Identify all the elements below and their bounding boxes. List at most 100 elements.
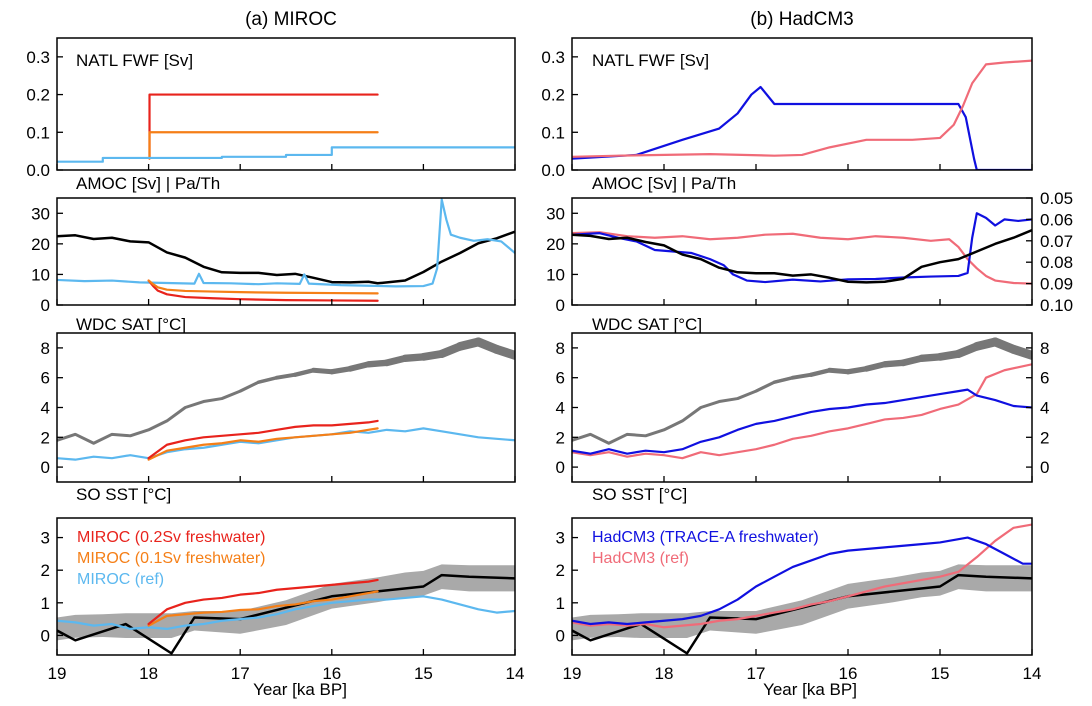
plot-area-b-amoc [572,212,1032,285]
panel-frame [56,37,516,171]
series-line-orange [148,131,379,160]
panel-title-b-amoc: AMOC [Sv] | Pa/Th [592,174,736,193]
series-line-pink [572,363,1032,460]
plot-area-b-sat [572,337,1032,460]
panel-title-a-amoc: AMOC [Sv] | Pa/Th [76,174,220,193]
panel-title-b-fwf: NATL FWF [Sv] [592,51,709,70]
panel-title-b-sat: WDC SAT [°C] [592,315,702,334]
y-tick-label: 0 [41,626,50,645]
y2-tick-label: 0.08 [1040,253,1073,272]
series-line-blue [572,212,1032,284]
y-tick-label-right: 8 [1040,339,1049,358]
y-tick-label: 0 [556,296,565,315]
series-line-blue [572,388,1032,455]
column-title-b: (b) HadCM3 [750,9,853,30]
x-tick-label: 17 [747,664,766,683]
uncertainty-band [572,564,1032,641]
y-tick-label: 30 [31,204,50,223]
series-segment-gray [311,367,335,375]
panel-frame [56,517,516,656]
series-line-pink [572,523,1032,629]
panel-b-amoc: 0 10 20 30 0.05 0.06 0.07 0.08 0.09 0.10 [546,189,1073,315]
y-tick-label: 6 [556,369,565,388]
y-tick-label: 0.1 [26,123,50,142]
x-tick-label: 14 [506,664,525,683]
y-tick-label: 0.0 [541,161,565,180]
legend-entry: HadCM3 (ref) [592,550,689,567]
plot-area-a-sst [57,564,515,655]
x-axis-label-a: Year [ka BP] [253,680,347,699]
panel-frame [571,517,1033,656]
series-line-black [57,230,515,285]
y-tick-label: 10 [31,265,50,284]
y-tick-label-right: 6 [1040,369,1049,388]
panel-a-sat: 0 2 4 6 8 [41,332,516,483]
y-tick-label: 1 [556,594,565,613]
y-tick-label: 2 [556,428,565,447]
y2-tick-label: 0.10 [1040,296,1073,315]
series-line-red [147,419,379,460]
y2-tick-label: 0.06 [1040,210,1073,229]
plot-area-a-sat [57,337,515,461]
series-line-black [572,228,1032,284]
y-tick-label: 20 [546,235,565,254]
series-segment-gray [754,380,776,393]
series-segment-gray [772,375,795,384]
series-line-lightblue [57,198,515,288]
y-tick-label-right: 4 [1040,399,1049,418]
series-segment-gray [492,344,515,360]
y-tick-label: 8 [556,339,565,358]
series-segment-gray [274,372,298,380]
y-tick-label: 0.2 [26,86,50,105]
series-segment-gray [256,375,279,384]
y-tick-label-right: 2 [1040,428,1049,447]
x-tick-label: 18 [139,664,158,683]
y-tick-label: 0.3 [26,48,50,67]
y-tick-label: 0.1 [541,123,565,142]
y-tick-label: 4 [556,399,565,418]
y-tick-label: 30 [546,204,565,223]
y-tick-label-right: 0 [1040,458,1049,477]
series-segment-gray [329,366,353,375]
x-tick-label: 15 [931,664,950,683]
panel-title-a-sst: SO SST [°C] [76,485,171,504]
y-tick-label: 3 [41,529,50,548]
plot-area-b-sst [572,523,1032,655]
y-tick-label: 0.2 [541,86,565,105]
legend-entry: MIROC (0.2Sv freshwater) [77,529,265,546]
y-tick-label: 6 [41,369,50,388]
series-line-red [147,279,379,302]
panel-b-sat: 0 0 2 2 4 4 6 6 8 8 [556,332,1049,483]
y-tick-label: 0.0 [26,161,50,180]
y-tick-label: 2 [41,561,50,580]
plot-area-a-fwf [57,93,515,163]
y-tick-label: 1 [41,594,50,613]
series-line-blue [572,536,1032,626]
y-tick-label: 4 [41,399,50,418]
x-tick-label: 19 [563,664,582,683]
legend-entry: HadCM3 (TRACE-A freshwater) [592,529,819,546]
x-tick-label: 18 [655,664,674,683]
panel-b-sst: 0 1 2 3 19 18 17 16 15 14 HadCM3 (TRACE-A freshwat… [556,517,1042,683]
series-segment-gray [790,372,814,380]
series-line-pink [572,59,1032,158]
x-axis-label-b: Year [ka BP] [763,680,857,699]
y-tick-label: 20 [31,235,50,254]
series-segment-gray [845,366,870,375]
panel-title-b-sst: SO SST [°C] [592,485,687,504]
series-segment-gray [827,367,851,375]
y-tick-label: 0 [41,296,50,315]
x-tick-label: 16 [839,664,858,683]
y-tick-label: 2 [556,561,565,580]
series-line-red [148,93,379,160]
x-tick-label: 15 [414,664,433,683]
x-tick-label: 14 [1023,664,1042,683]
series-line-lightblue [57,595,515,631]
y2-tick-label: 0.07 [1040,232,1073,251]
series-line-pink [572,231,1032,285]
series-segment-gray [808,368,832,377]
x-tick-label: 19 [48,664,67,683]
x-tick-label: 16 [322,664,341,683]
series-line-orange [147,279,379,295]
